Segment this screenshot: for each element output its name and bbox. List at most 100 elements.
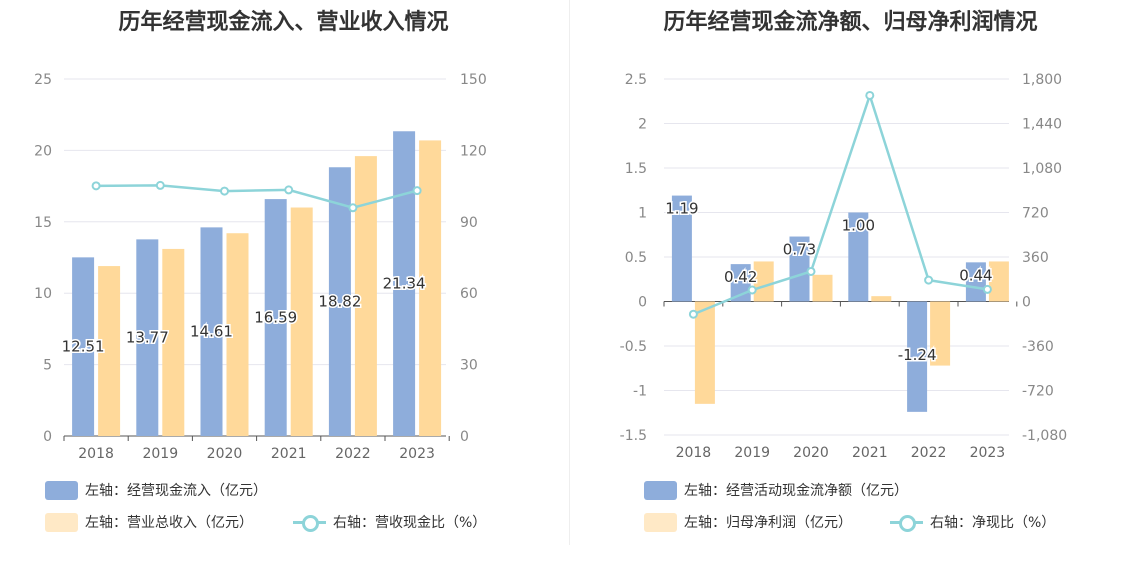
legend-label: 左轴：经营活动现金流净额（亿元） — [684, 483, 908, 499]
x-axis-category-label: 2022 — [335, 446, 371, 462]
series-line — [96, 184, 418, 210]
legend-label: 左轴：归母净利润（亿元） — [684, 515, 852, 531]
x-axis-category-label: 2021 — [852, 445, 888, 461]
bar-orange — [290, 207, 313, 436]
bar-blue — [789, 236, 810, 302]
bar-blue — [965, 262, 986, 302]
x-axis-category-label: 2019 — [734, 445, 770, 461]
x-axis-category-label: 2018 — [78, 446, 114, 462]
left-axis-tick-label: 0 — [43, 429, 52, 445]
x-axis-category-label: 2019 — [142, 446, 178, 462]
right-axis-tick-label: 360 — [1022, 250, 1049, 266]
bar-blue — [72, 257, 95, 436]
legend-item[interactable]: 左轴：归母净利润（亿元） — [644, 512, 852, 532]
left-axis-tick-label: 0 — [638, 295, 647, 311]
line-point — [806, 266, 816, 276]
bar-data-label: 0.44 — [959, 266, 992, 284]
x-axis-category-label: 2022 — [911, 445, 947, 461]
bar-blue — [328, 167, 351, 436]
bar-orange — [162, 248, 185, 436]
bar-orange — [753, 261, 774, 302]
series-line — [692, 91, 988, 316]
bar-blue — [671, 195, 692, 302]
bar-data-label: 12.51 — [62, 338, 105, 356]
right-axis-tick-label: 1,440 — [1022, 117, 1062, 133]
line-point — [284, 185, 294, 195]
bar-orange — [988, 261, 1009, 302]
line-point — [220, 186, 229, 196]
right-axis-tick-label: 60 — [460, 286, 478, 302]
left-axis-tick-label: 5 — [43, 358, 52, 374]
bar-orange — [98, 266, 121, 436]
bar-data-label: 13.77 — [126, 329, 169, 347]
bar-data-label: 16.59 — [254, 309, 297, 327]
line-point — [747, 285, 757, 295]
right-axis-tick-label: 720 — [1022, 206, 1049, 222]
left-axis-tick-label: 20 — [34, 143, 52, 159]
legend-label: 左轴：经营现金流入（亿元） — [85, 483, 267, 499]
legend-item[interactable]: 左轴：营业总收入（亿元） — [45, 512, 253, 532]
bar-blue — [136, 239, 159, 436]
bar-orange — [419, 140, 442, 437]
left-axis-tick-label: -1 — [633, 384, 647, 400]
legend-label: 右轴：营收现金比（%） — [333, 515, 487, 531]
left-axis-tick-label: -0.5 — [620, 339, 647, 355]
legend-swatch-bar-blue — [644, 480, 677, 500]
left-axis-tick-label: 1 — [638, 206, 647, 222]
right-axis-tick-label: 1,080 — [1022, 161, 1062, 177]
chart-title: 历年经营现金流净额、归母净利润情况 — [663, 10, 1038, 35]
chart-panel-right: 历年经营现金流净额、归母净利润情况 -1.5 -1,080 -1 -720 -0.5 -3… — [567, 0, 1134, 582]
bar-orange — [354, 156, 377, 436]
bar-blue — [848, 212, 869, 302]
right-axis-tick-label: 90 — [460, 215, 478, 231]
right-axis-tick-label: -720 — [1022, 384, 1054, 400]
bar-data-label: 1.00 — [842, 217, 875, 235]
panel-divider — [569, 0, 570, 545]
chart-panel-left: 历年经营现金流入、营业收入情况 0 0 5 30 10 60 15 90 20 120 25 150 2… — [34, 10, 487, 532]
bar-orange — [930, 301, 951, 366]
bar-orange — [694, 301, 715, 404]
bar-blue — [393, 131, 416, 436]
legend-swatch-bar-orange — [644, 512, 677, 532]
x-axis-category-label: 2018 — [676, 445, 712, 461]
bar-data-label: 21.34 — [383, 275, 426, 293]
bar-orange — [226, 233, 249, 436]
x-axis-category-label: 2023 — [399, 446, 435, 462]
bar-orange — [871, 296, 892, 302]
left-axis-tick-label: 1.5 — [625, 161, 647, 177]
legend-item[interactable]: 右轴：净现比（%） — [890, 512, 1055, 532]
left-axis-tick-label: 0.5 — [625, 250, 647, 266]
legend-swatch-bar-orange — [45, 512, 78, 532]
chart-plot: -1.5 -1,080 -1 -720 -0.5 -360 0 0 0.5 360 1 720 1.5 1… — [620, 72, 1067, 461]
bar-blue — [200, 227, 223, 436]
line-point — [982, 284, 992, 294]
legend-swatch-line — [890, 513, 923, 532]
right-axis-tick-label: 150 — [460, 72, 487, 88]
left-axis-tick-label: 2 — [638, 117, 647, 133]
left-axis-tick-label: 15 — [34, 215, 52, 231]
left-axis-tick-label: -1.5 — [620, 428, 647, 444]
line-point — [865, 90, 875, 100]
bar-blue — [264, 199, 287, 436]
legend-label: 左轴：营业总收入（亿元） — [85, 515, 253, 531]
legend-label: 右轴：净现比（%） — [930, 515, 1056, 531]
legend-item[interactable]: 右轴：营收现金比（%） — [293, 512, 486, 532]
right-axis-tick-label: -1,080 — [1022, 428, 1067, 444]
chart-title: 历年经营现金流入、营业收入情况 — [118, 10, 449, 35]
left-axis-tick-label: 10 — [34, 286, 52, 302]
bar-data-label: 0.42 — [724, 268, 757, 286]
x-axis-category-label: 2020 — [207, 446, 243, 462]
line-point — [688, 309, 698, 319]
left-axis-tick-label: 25 — [34, 72, 52, 88]
bar-orange — [812, 274, 833, 302]
right-axis-tick-label: 1,800 — [1022, 72, 1062, 88]
right-axis-tick-label: 120 — [460, 143, 487, 159]
legend-item[interactable]: 左轴：经营现金流入（亿元） — [45, 480, 267, 500]
right-axis-tick-label: 0 — [1022, 295, 1031, 311]
line-point — [412, 186, 422, 196]
bar-data-label: 1.19 — [665, 200, 698, 218]
legend-item[interactable]: 左轴：经营活动现金流净额（亿元） — [644, 480, 908, 500]
legend-swatch-line — [293, 513, 326, 532]
line-point — [155, 180, 165, 190]
bar-data-label: 0.73 — [783, 241, 816, 259]
